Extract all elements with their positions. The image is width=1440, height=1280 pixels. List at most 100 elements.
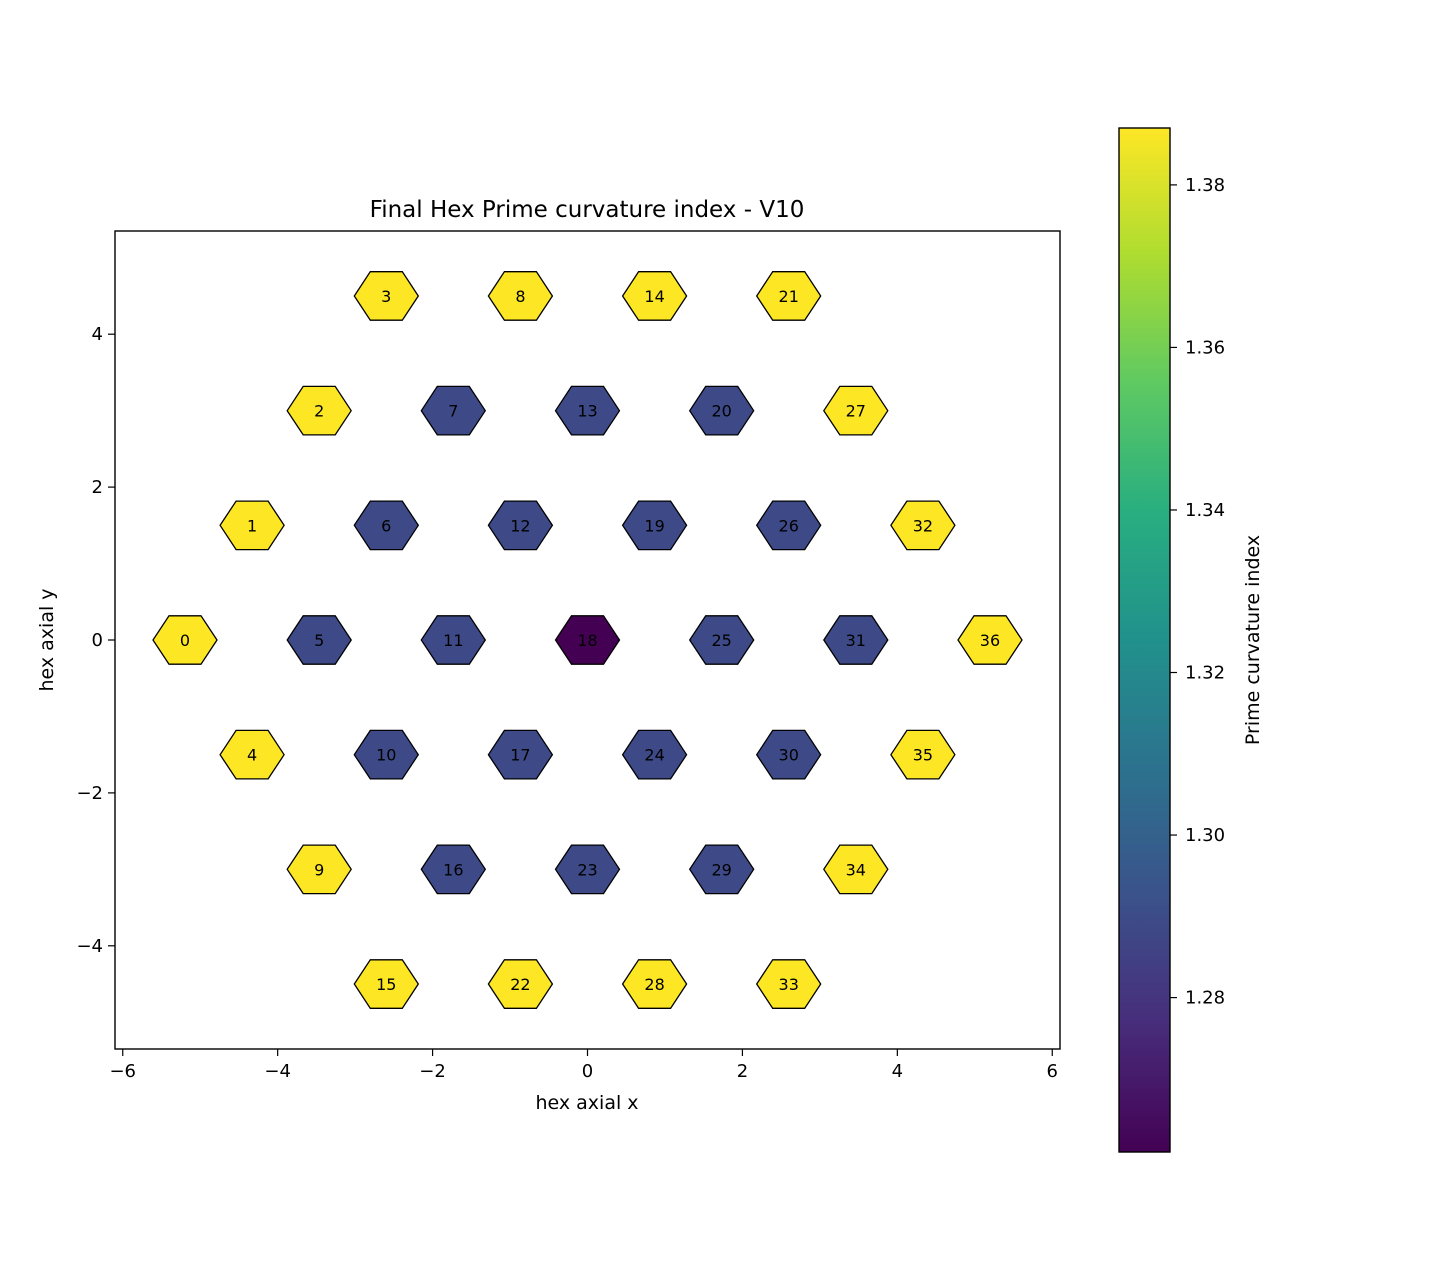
hex-cell-shape [554,615,621,665]
y-tick-label: 2 [92,477,103,498]
hex-cell-shape [353,271,420,321]
colorbar-tick-label: 1.32 [1185,663,1225,684]
hex-cell-shape [420,385,487,436]
hex-cell-shape [487,271,554,321]
hex-cell-shape [621,959,688,1009]
hex-cell-label: 24 [644,746,664,765]
x-tick-label: −2 [419,1061,446,1082]
hex-cell-shape [152,615,218,665]
hex-cell-shape [286,385,352,436]
colorbar [1118,127,1171,1153]
hex-cell-shape [823,385,889,436]
hex-cell-label: 6 [381,516,391,535]
hex-cell-9: 9 [286,844,352,895]
colorbar-tick-label: 1.38 [1185,175,1225,196]
hex-cell-shape [621,500,688,551]
hex-cell-label: 28 [644,975,664,994]
hex-cell-11: 11 [420,615,487,665]
hex-cell-shape [823,615,889,665]
hex-cell-shape [219,729,285,780]
hex-cell-shape [890,500,956,551]
hex-cell-6: 6 [353,500,420,551]
hex-cell-shape [755,271,822,321]
hex-cell-29: 29 [688,844,755,895]
hex-cell-label: 36 [980,631,1000,650]
hex-cell-label: 3 [381,287,391,306]
hex-cell-7: 7 [420,385,487,436]
hex-cell-label: 8 [515,287,525,306]
hex-cell-label: 11 [443,631,463,650]
hex-cell-label: 5 [314,631,324,650]
hex-cell-1: 1 [219,500,285,551]
hex-cell-shape [219,500,285,551]
x-axis-label: hex axial x [535,1092,638,1114]
hex-cell-label: 2 [314,402,324,421]
colorbar-tick-label: 1.30 [1185,825,1225,846]
hex-cell-shape [755,729,822,780]
hex-cell-shape [621,729,688,780]
hex-cell-8: 8 [487,271,554,321]
hex-cell-24: 24 [621,729,688,780]
hex-cell-22: 22 [487,959,554,1009]
hex-cell-label: 14 [644,287,664,306]
hex-cell-27: 27 [823,385,889,436]
hex-cell-32: 32 [890,500,956,551]
hex-cell-14: 14 [621,271,688,321]
y-tick-label: −2 [76,783,103,804]
hex-cell-label: 31 [846,631,866,650]
hex-cell-36: 36 [957,615,1023,665]
colorbar-ticks: 1.28 1.30 1.32 1.34 1.36 1.38 [1170,175,1225,1009]
hex-cell-25: 25 [688,615,755,665]
hex-cell-shape [823,844,889,895]
hex-cell-35: 35 [890,729,956,780]
hex-cell-shape [487,959,554,1009]
hex-cell-label: 16 [443,860,463,879]
hex-cell-shape [353,500,420,551]
colorbar-tick-label: 1.34 [1185,500,1225,521]
hex-cell-shape [353,959,420,1009]
hex-cell-shape [755,500,822,551]
hex-cell-label: 19 [644,516,664,535]
hex-cell-shape [487,500,554,551]
hex-cell-label: 23 [577,860,597,879]
x-tick-label: 4 [892,1061,903,1082]
hex-cell-label: 32 [913,516,933,535]
hex-cell-label: 26 [779,516,799,535]
hex-cell-label: 35 [913,746,933,765]
hex-cell-19: 19 [621,500,688,551]
hex-cell-10: 10 [353,729,420,780]
hex-cell-12: 12 [487,500,554,551]
hex-cell-0: 0 [152,615,218,665]
hex-cell-label: 9 [314,860,324,879]
hex-cell-label: 33 [779,975,799,994]
hex-cell-label: 34 [846,860,866,879]
hex-cell-shape [688,615,755,665]
hex-cell-shape [286,844,352,895]
chart-title: Final Hex Prime curvature index - V10 [370,197,805,223]
colorbar-label: Prime curvature index [1242,535,1264,745]
hex-cell-label: 25 [711,631,731,650]
hex-cell-3: 3 [353,271,420,321]
hex-cell-label: 21 [779,287,799,306]
x-axis: −6 −4 −2 0 2 4 6 [109,1049,1058,1082]
y-tick-label: −4 [76,936,103,957]
y-tick-label: 0 [92,630,103,651]
hex-cell-28: 28 [621,959,688,1009]
hex-cell-label: 20 [711,402,731,421]
hex-cell-label: 10 [376,746,396,765]
hex-cell-label: 7 [448,402,458,421]
hex-cell-shape [688,844,755,895]
hex-cell-shape [755,959,822,1009]
x-tick-label: 6 [1047,1061,1058,1082]
hex-cell-label: 30 [779,746,799,765]
hex-cell-label: 4 [247,746,257,765]
hex-cell-30: 30 [755,729,822,780]
hex-cell-4: 4 [219,729,285,780]
hex-cell-20: 20 [688,385,755,436]
x-tick-label: 0 [582,1061,593,1082]
hex-cell-17: 17 [487,729,554,780]
hex-cell-shape [420,844,487,895]
hex-cell-34: 34 [823,844,889,895]
hex-cell-18: 18 [554,615,621,665]
